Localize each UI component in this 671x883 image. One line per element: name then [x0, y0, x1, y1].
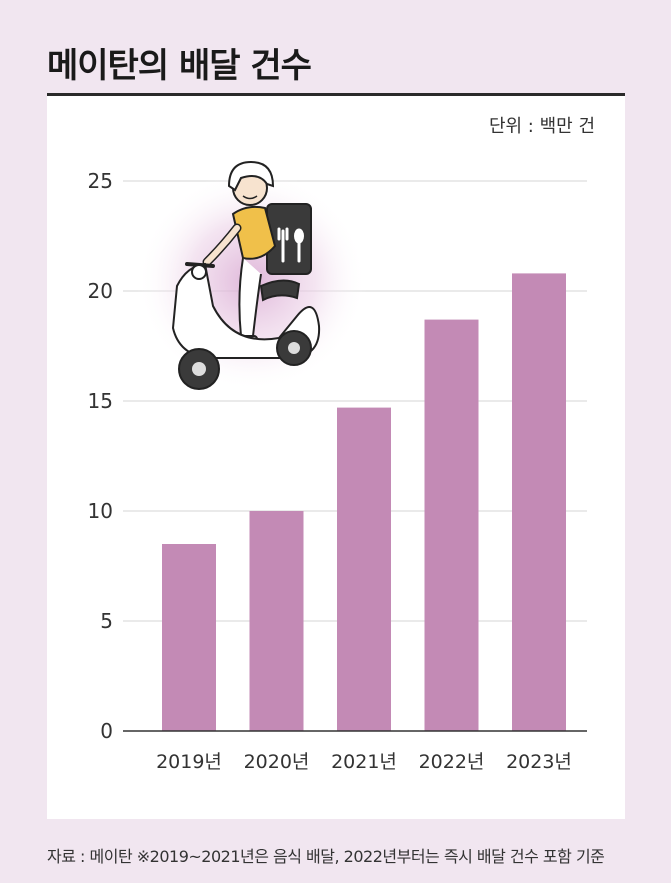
x-tick-label: 2020년	[244, 751, 310, 773]
source-note: 자료 : 메이탄 ※2019~2021년은 음식 배달, 2022년부터는 즉시…	[47, 847, 605, 866]
chart-title: 메이탄의 배달 건수	[47, 46, 312, 86]
bar	[249, 511, 304, 731]
chart-panel: 단위 : 백만 건 0 5 10 15 20 25	[47, 96, 625, 819]
x-tick-label: 2019년	[156, 751, 222, 773]
x-tick-label: 2023년	[506, 751, 572, 773]
title-divider	[47, 93, 625, 96]
bar-series	[162, 273, 566, 731]
y-tick-label: 25	[88, 169, 113, 193]
y-tick-label: 15	[88, 389, 113, 413]
x-tick-label: 2022년	[419, 751, 485, 773]
y-tick-label: 5	[100, 609, 113, 633]
bar	[162, 544, 216, 731]
bar	[424, 319, 479, 731]
y-axis-ticks: 0 5 10 15 20 25	[88, 169, 113, 743]
y-tick-label: 20	[88, 279, 113, 303]
delivery-scooter-rider-icon	[137, 160, 367, 391]
bar-chart: 0 5 10 15 20 25	[88, 160, 587, 773]
utensils-icon	[277, 227, 304, 263]
x-axis-ticks: 2019년 2020년 2021년 2022년 2023년	[156, 751, 572, 773]
x-tick-label: 2021년	[331, 751, 397, 773]
bar	[512, 273, 566, 731]
bar	[337, 407, 391, 731]
y-tick-label: 10	[88, 499, 113, 523]
y-tick-label: 0	[100, 719, 113, 743]
unit-label: 단위 : 백만 건	[488, 116, 595, 137]
